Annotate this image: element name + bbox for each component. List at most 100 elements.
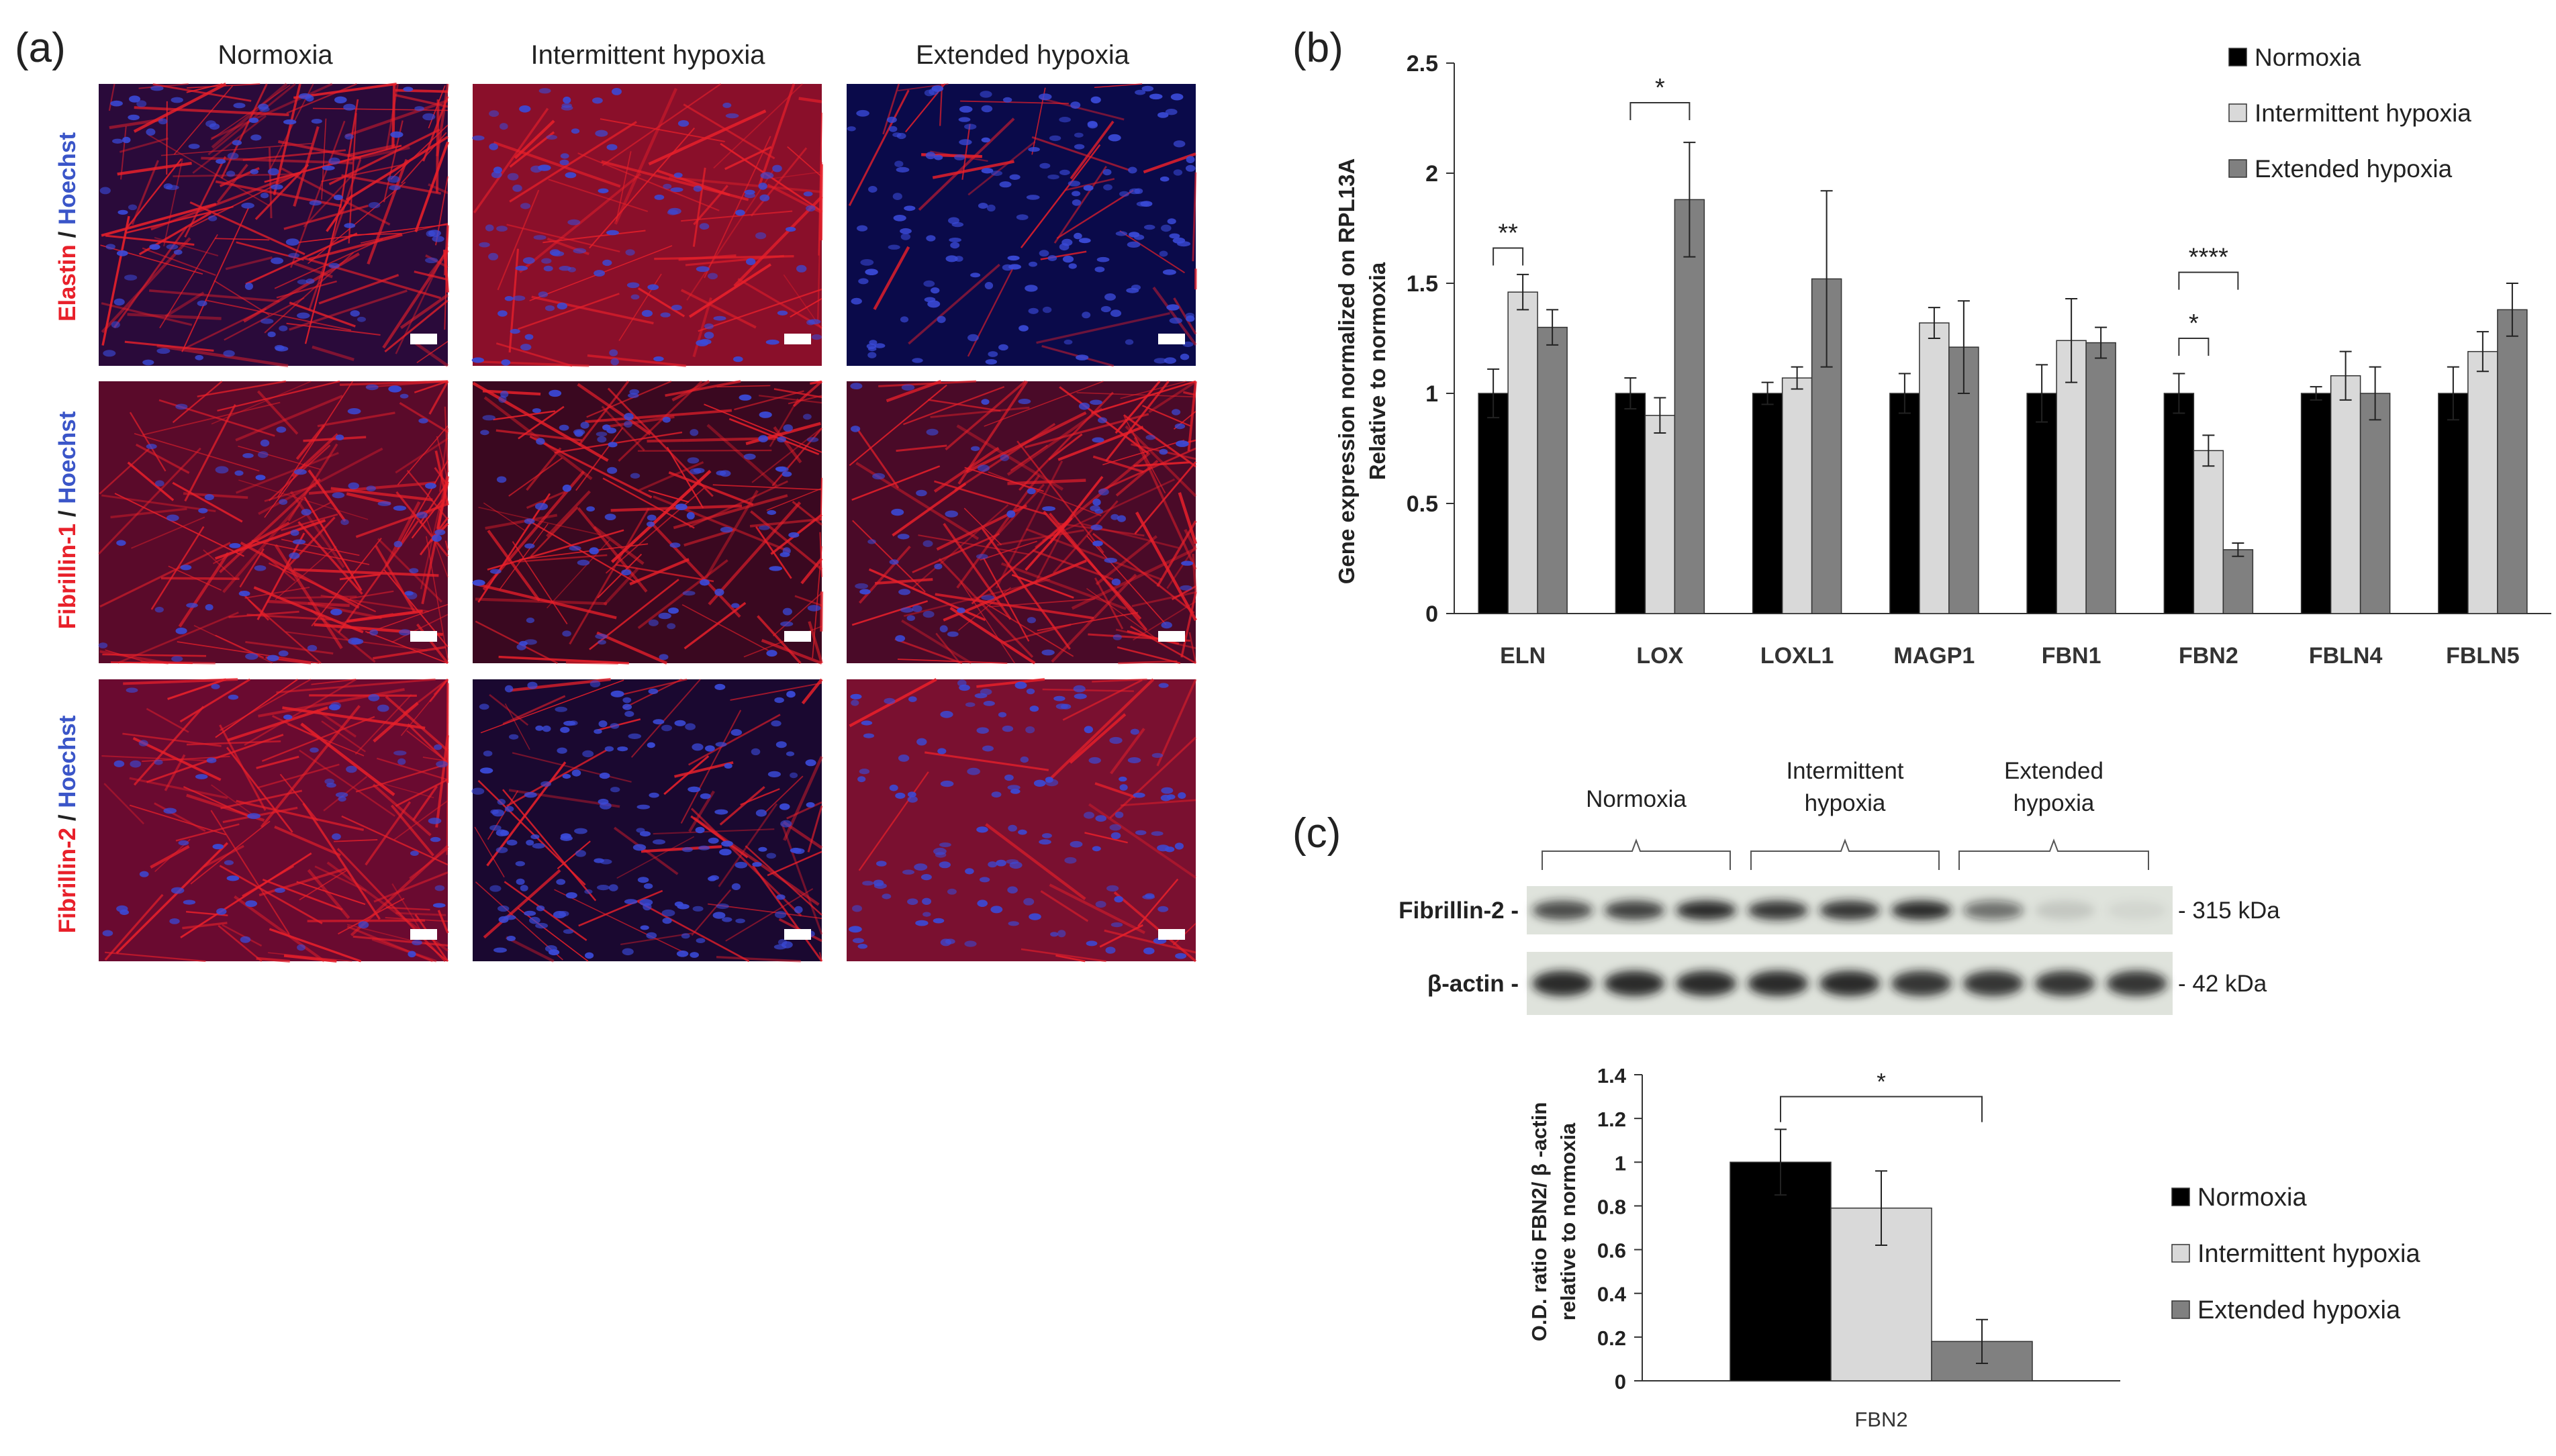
nucleus: [149, 244, 160, 250]
nucleus: [480, 430, 489, 435]
nucleus: [526, 618, 534, 623]
nucleus: [894, 160, 903, 167]
nucleus: [250, 134, 261, 140]
nucleus: [1152, 753, 1164, 758]
nucleus: [641, 925, 649, 930]
nucleus: [343, 104, 355, 111]
nucleus: [523, 257, 535, 264]
nucleus: [223, 350, 234, 357]
nucleus: [755, 232, 766, 239]
nucleus: [1159, 251, 1168, 257]
nucleus: [110, 101, 123, 107]
nucleus: [435, 885, 445, 891]
bar: [1890, 393, 1920, 614]
fiber: [161, 578, 240, 579]
nucleus: [1074, 144, 1084, 150]
nucleus: [473, 580, 485, 586]
nucleus: [807, 437, 819, 442]
nucleus: [283, 119, 296, 125]
nucleus: [694, 185, 702, 191]
nucleus: [982, 138, 990, 142]
nucleus: [617, 746, 628, 751]
nucleus: [416, 512, 428, 518]
scale-bar: [1158, 631, 1185, 642]
nucleus: [357, 317, 366, 322]
nucleus: [940, 625, 948, 632]
nucleus: [434, 530, 445, 536]
blot-group-bracket: [1959, 840, 2148, 870]
nucleus: [868, 186, 878, 193]
nucleus: [1018, 830, 1027, 835]
nucleus: [767, 510, 776, 515]
nucleus: [205, 120, 216, 127]
nucleus: [189, 144, 200, 149]
nucleus: [399, 629, 411, 636]
nucleus: [409, 568, 418, 573]
nucleus: [348, 483, 359, 489]
nucleus: [146, 128, 155, 136]
nucleus: [181, 565, 192, 570]
nucleus: [116, 906, 128, 912]
nucleus: [1090, 505, 1100, 512]
nucleus: [758, 847, 767, 852]
nucleus: [724, 763, 732, 769]
nucleus: [534, 235, 547, 240]
nucleus: [668, 608, 679, 614]
nucleus: [852, 905, 862, 912]
nucleus: [638, 877, 649, 883]
nucleus: [612, 88, 622, 95]
nucleus: [532, 843, 545, 848]
nucleus: [479, 242, 489, 248]
nucleus: [254, 565, 267, 571]
nucleus: [585, 953, 594, 959]
nucleus: [1159, 683, 1169, 687]
nucleus: [496, 830, 508, 836]
nucleus: [804, 191, 813, 196]
nucleus: [112, 139, 123, 144]
nucleus: [378, 501, 391, 506]
nucleus: [851, 699, 859, 706]
nucleus: [624, 421, 632, 428]
nucleus: [923, 281, 935, 287]
nucleus: [704, 332, 714, 339]
nucleus: [340, 519, 348, 525]
nucleus: [174, 250, 183, 255]
nucleus: [538, 291, 548, 297]
nucleus: [513, 295, 526, 301]
micrograph-grid: [99, 84, 1196, 961]
nucleus: [922, 912, 931, 917]
micrograph-tile: [99, 84, 448, 366]
nucleus: [923, 540, 933, 547]
nucleus: [1039, 93, 1052, 100]
nucleus: [344, 223, 355, 228]
nucleus: [1027, 689, 1035, 695]
bar: [1753, 393, 1783, 614]
panel-b: (b) Gene expression normalized on RPL13A…: [1292, 25, 2551, 669]
nucleus: [198, 508, 207, 514]
nucleus: [560, 727, 569, 733]
nucleus: [923, 611, 935, 618]
nucleus: [887, 117, 897, 123]
nucleus: [902, 870, 914, 875]
nucleus: [985, 282, 993, 289]
nucleus: [526, 840, 534, 846]
nucleus: [926, 235, 935, 241]
nucleus: [228, 695, 238, 700]
category-label: LOX: [1636, 643, 1683, 669]
nucleus: [1023, 898, 1034, 906]
nucleus: [898, 755, 909, 762]
nucleus: [596, 432, 608, 436]
column-header-extended: Extended hypoxia: [916, 40, 1130, 70]
category-label: FBN2: [2179, 643, 2238, 669]
nucleus: [988, 861, 997, 867]
nucleus: [520, 344, 531, 350]
nucleus: [675, 720, 686, 726]
nucleus: [228, 152, 239, 159]
nucleus: [857, 776, 865, 782]
nucleus: [859, 589, 871, 594]
nucleus: [649, 793, 659, 798]
nucleus: [536, 438, 545, 444]
nucleus: [205, 604, 214, 611]
